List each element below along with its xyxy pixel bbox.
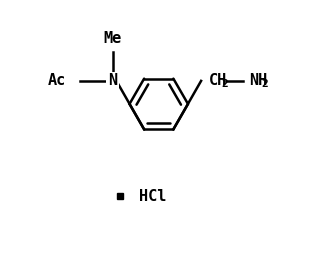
Text: Me: Me [104, 31, 122, 46]
Text: 2: 2 [221, 79, 228, 89]
Text: NH: NH [249, 74, 267, 88]
Text: CH: CH [209, 74, 227, 88]
Text: HCl: HCl [139, 189, 167, 204]
Text: Ac: Ac [48, 74, 66, 88]
Text: N: N [108, 74, 117, 88]
Text: 2: 2 [261, 79, 268, 89]
